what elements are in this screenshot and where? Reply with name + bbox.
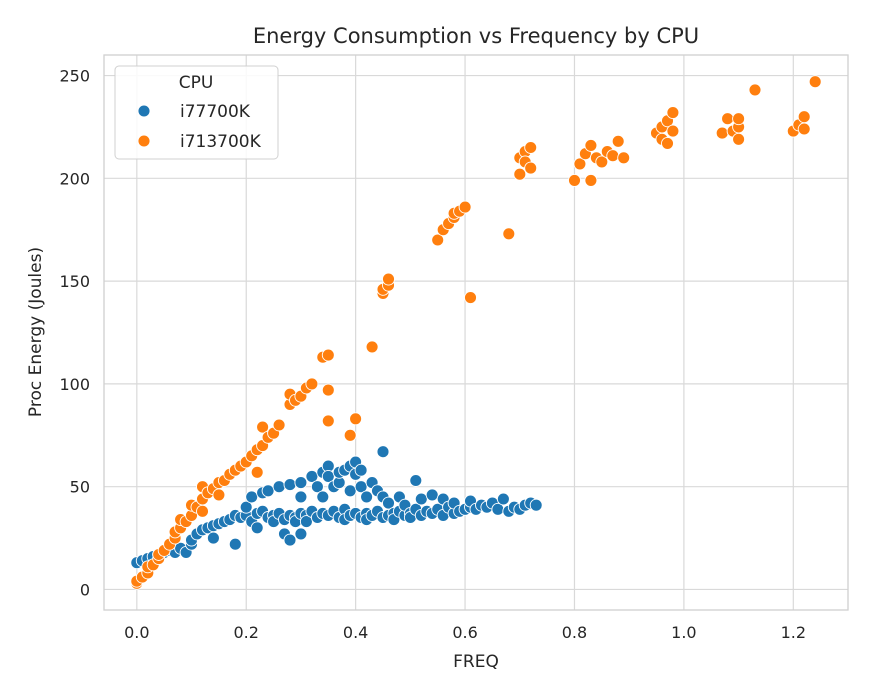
grid bbox=[104, 55, 848, 610]
data-point-i713700K bbox=[748, 83, 762, 97]
x-tick-label: 0.8 bbox=[562, 623, 587, 642]
data-point-i713700K bbox=[196, 504, 209, 518]
data-point-i713700K bbox=[321, 348, 335, 362]
chart-title: Energy Consumption vs Frequency by CPU bbox=[253, 24, 699, 48]
data-point-i713700K bbox=[464, 291, 477, 305]
data-point-i77700K bbox=[316, 490, 330, 504]
plot-frame bbox=[103, 54, 849, 611]
data-points bbox=[130, 75, 822, 590]
data-point-i77700K bbox=[294, 476, 308, 490]
y-axis-ticks: 0 50 100 150 200 250 bbox=[59, 67, 90, 600]
data-point-i77700K bbox=[272, 480, 286, 494]
data-point-i713700K bbox=[715, 126, 729, 140]
data-point-i713700K bbox=[272, 418, 286, 432]
data-point-i713700K bbox=[808, 75, 822, 89]
x-tick-label: 0.0 bbox=[124, 623, 149, 642]
x-tick-label: 0.2 bbox=[234, 623, 259, 642]
y-tick-label: 100 bbox=[59, 375, 90, 394]
data-point-i713700K bbox=[256, 420, 270, 434]
data-point-i713700K bbox=[606, 149, 620, 163]
data-point-i77700K bbox=[294, 527, 308, 541]
data-point-i77700K bbox=[206, 531, 220, 545]
data-point-i713700K bbox=[305, 377, 319, 391]
data-point-i713700K bbox=[797, 110, 811, 124]
data-point-i713700K bbox=[721, 112, 735, 126]
data-point-i713700K bbox=[349, 412, 363, 426]
x-axis-ticks: 0.0 0.2 0.4 0.6 0.8 1.0 1.2 bbox=[124, 623, 806, 642]
data-point-i713700K bbox=[524, 141, 538, 154]
data-point-i713700K bbox=[584, 138, 598, 152]
x-tick-label: 1.0 bbox=[671, 623, 696, 642]
legend: CPU i77700K i713700K bbox=[114, 65, 279, 160]
y-axis-label: Proc Energy (Joules) bbox=[26, 247, 46, 417]
data-point-i713700K bbox=[431, 233, 445, 247]
y-tick-label: 0 bbox=[80, 580, 90, 599]
data-point-i77700K bbox=[354, 463, 368, 477]
data-point-i77700K bbox=[354, 480, 368, 494]
data-point-i77700K bbox=[228, 537, 242, 551]
data-point-i713700K bbox=[611, 134, 625, 148]
data-point-i713700K bbox=[365, 340, 379, 354]
data-point-i77700K bbox=[261, 484, 275, 498]
data-point-i77700K bbox=[245, 490, 259, 504]
data-point-i713700K bbox=[524, 161, 538, 175]
data-point-i713700K bbox=[321, 414, 335, 428]
data-point-i713700K bbox=[732, 112, 746, 126]
legend-box bbox=[114, 65, 279, 160]
legend-title: CPU bbox=[179, 73, 214, 93]
data-point-i77700K bbox=[310, 480, 324, 494]
data-point-i77700K bbox=[496, 492, 510, 506]
y-tick-label: 50 bbox=[70, 478, 90, 497]
data-point-i77700K bbox=[294, 490, 308, 504]
data-point-i713700K bbox=[661, 136, 674, 150]
legend-marker-i713700K bbox=[137, 134, 151, 148]
data-point-i77700K bbox=[283, 478, 297, 492]
data-point-i713700K bbox=[212, 488, 226, 502]
x-tick-label: 0.6 bbox=[452, 623, 477, 642]
data-point-i713700K bbox=[343, 428, 357, 442]
data-point-i77700K bbox=[409, 474, 423, 487]
data-point-i77700K bbox=[529, 498, 543, 512]
data-point-i77700K bbox=[360, 490, 374, 504]
x-tick-label: 0.4 bbox=[343, 623, 368, 642]
data-point-i77700K bbox=[250, 521, 264, 535]
data-point-i713700K bbox=[382, 272, 395, 286]
data-point-i713700K bbox=[797, 122, 811, 136]
data-point-i77700K bbox=[382, 496, 395, 510]
data-point-i713700K bbox=[568, 173, 581, 187]
data-point-i713700K bbox=[595, 155, 609, 169]
y-tick-label: 150 bbox=[59, 272, 90, 291]
data-point-i713700K bbox=[573, 157, 587, 171]
y-tick-label: 250 bbox=[59, 67, 90, 86]
data-point-i77700K bbox=[343, 484, 357, 498]
series-i713700K bbox=[130, 75, 822, 590]
data-point-i77700K bbox=[299, 515, 313, 529]
x-axis-label: FREQ bbox=[453, 652, 499, 672]
data-point-i77700K bbox=[425, 488, 439, 502]
data-point-i713700K bbox=[666, 106, 680, 120]
data-point-i77700K bbox=[414, 492, 428, 506]
data-point-i713700K bbox=[250, 465, 264, 479]
data-point-i713700K bbox=[321, 383, 335, 397]
data-point-i713700K bbox=[732, 132, 746, 146]
data-point-i713700K bbox=[666, 124, 680, 138]
legend-marker-i77700K bbox=[137, 104, 151, 118]
data-point-i77700K bbox=[283, 533, 297, 547]
data-point-i713700K bbox=[584, 173, 598, 187]
data-point-i713700K bbox=[502, 227, 516, 241]
data-point-i713700K bbox=[617, 151, 631, 165]
data-point-i77700K bbox=[239, 500, 253, 514]
data-point-i713700K bbox=[458, 200, 472, 214]
y-tick-label: 200 bbox=[59, 169, 90, 188]
legend-label-i77700K: i77700K bbox=[180, 102, 251, 122]
data-point-i713700K bbox=[513, 167, 527, 181]
x-tick-label: 1.2 bbox=[781, 623, 806, 642]
legend-label-i713700K: i713700K bbox=[180, 132, 262, 152]
data-point-i77700K bbox=[376, 445, 390, 459]
